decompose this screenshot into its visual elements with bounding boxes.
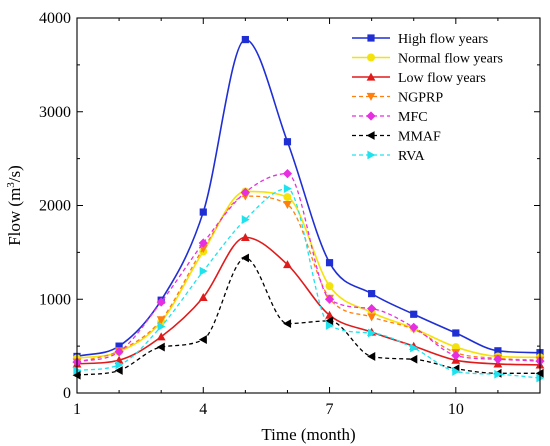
data-point — [324, 294, 335, 304]
legend-label: NGPRP — [398, 91, 443, 106]
data-point — [240, 253, 249, 263]
legend-marker — [366, 72, 376, 81]
data-point — [325, 321, 334, 330]
y-axis-label: Flow (m3/s) — [5, 165, 24, 246]
data-point — [115, 342, 123, 350]
legend-label: MFC — [398, 110, 428, 125]
series-group — [72, 35, 545, 383]
data-point — [451, 343, 460, 352]
legend-item: MFC — [352, 110, 428, 125]
data-point — [156, 342, 165, 352]
data-point — [240, 187, 250, 197]
data-point — [198, 238, 208, 248]
legend-label: MMAF — [398, 130, 441, 145]
legend-label: Low flow years — [398, 71, 486, 86]
y-tick-label: 0 — [63, 385, 71, 402]
x-axis-label: Time (month) — [261, 425, 355, 444]
data-point — [367, 352, 376, 361]
y-tick-label: 2000 — [39, 198, 71, 215]
data-point — [451, 350, 461, 361]
data-point — [325, 259, 334, 267]
data-point — [282, 169, 293, 179]
series-mfc — [72, 169, 545, 367]
data-point — [114, 366, 123, 375]
data-point — [199, 266, 208, 276]
data-point — [157, 322, 166, 331]
data-point — [156, 332, 166, 341]
data-point — [283, 260, 292, 269]
x-tick-label: 10 — [448, 401, 464, 418]
data-point — [325, 316, 334, 326]
data-point — [452, 329, 460, 337]
legend-marker — [367, 53, 375, 62]
data-point — [410, 343, 419, 353]
data-point — [283, 319, 292, 329]
y-tick-label: 1000 — [39, 291, 71, 308]
x-tick-label: 7 — [326, 401, 334, 418]
data-point — [368, 328, 377, 338]
legend-item: High flow years — [352, 32, 488, 47]
data-point — [156, 297, 166, 307]
legend-marker — [366, 111, 376, 121]
data-point — [241, 35, 249, 44]
legend-item: NGPRP — [352, 91, 443, 106]
data-point — [198, 335, 207, 344]
legend: High flow years Normal flow years Low flow… — [352, 32, 503, 164]
legend-marker — [366, 131, 375, 140]
data-point — [452, 367, 461, 376]
x-tick-label: 1 — [73, 401, 81, 418]
data-point — [325, 310, 334, 319]
legend-item: Low flow years — [352, 71, 486, 86]
legend-label: RVA — [398, 149, 426, 164]
data-point — [198, 292, 208, 301]
data-point — [368, 290, 376, 298]
data-point — [283, 138, 292, 146]
legend-label: Normal flow years — [398, 52, 503, 67]
data-point — [156, 316, 166, 325]
data-point — [241, 215, 250, 224]
data-point — [114, 347, 124, 357]
legend-marker — [367, 34, 375, 42]
data-point — [325, 282, 334, 291]
data-point — [283, 193, 292, 202]
legend-item: RVA — [352, 149, 426, 164]
data-point — [494, 347, 502, 355]
data-point — [283, 200, 292, 209]
data-point — [115, 360, 124, 370]
data-point — [409, 354, 418, 364]
legend-item: MMAF — [352, 130, 441, 145]
series-mmaf — [72, 253, 544, 380]
data-point — [367, 304, 377, 314]
data-point — [283, 184, 292, 194]
axes-group: 1 4 7 10 0 1000 2000 3000 4000 Time (month) Flow (… — [5, 10, 541, 444]
legend-label: High flow years — [398, 32, 488, 47]
data-point — [240, 232, 250, 241]
y-tick-label: 4000 — [39, 10, 71, 27]
legend-marker — [366, 92, 376, 101]
data-point — [367, 313, 377, 322]
data-point — [493, 354, 503, 364]
y-tick-label: 3000 — [39, 104, 71, 121]
data-point — [409, 322, 419, 332]
x-tick-label: 4 — [199, 401, 207, 418]
data-point — [494, 369, 503, 379]
legend-item: Normal flow years — [352, 52, 503, 67]
data-point — [199, 208, 207, 216]
legend-marker — [367, 150, 376, 160]
data-point — [410, 310, 418, 318]
data-point — [198, 245, 208, 254]
